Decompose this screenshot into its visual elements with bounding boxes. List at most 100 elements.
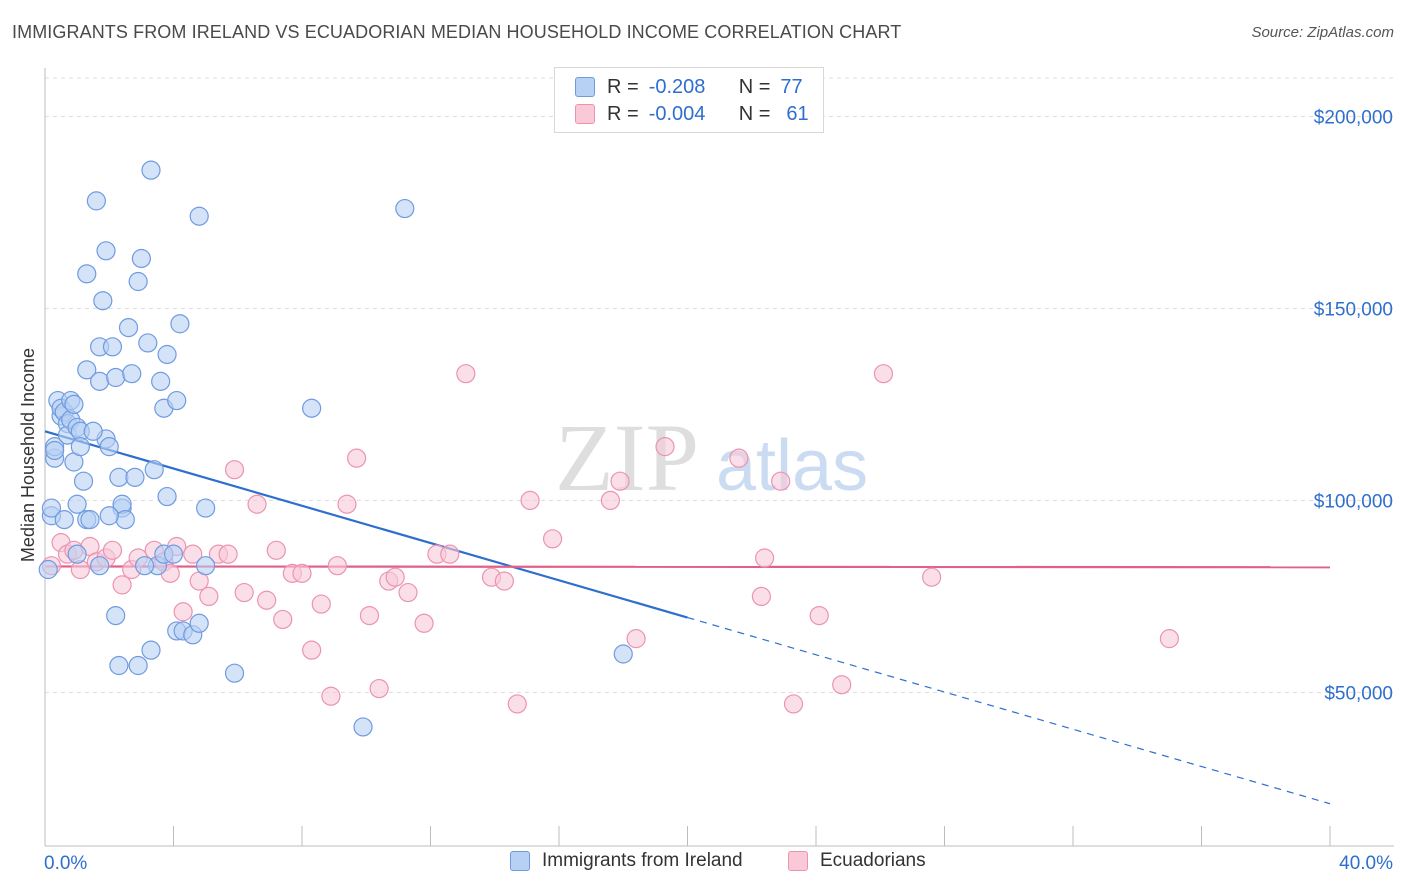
ecuadorian-point: [832, 675, 852, 695]
ecuadorian-point: [922, 567, 942, 587]
y-tick-label: $100,000: [1314, 491, 1393, 512]
bottom-legend-ecuadorians: Ecuadorians: [788, 850, 926, 872]
ireland-point: [93, 291, 113, 311]
ireland-point: [77, 360, 97, 380]
ireland-point: [67, 544, 87, 564]
ireland-point: [125, 467, 145, 487]
ireland-point: [138, 333, 158, 353]
ireland-point: [90, 556, 110, 576]
ecuadorian-point: [507, 694, 527, 714]
ecuadorian-point: [626, 629, 646, 649]
y-tick-label: $50,000: [1324, 683, 1393, 704]
ecuadorian-point: [302, 640, 322, 660]
ecuadorian-point: [102, 540, 123, 560]
y-tick-label: $150,000: [1314, 299, 1393, 320]
trend-line-ireland-extension: [687, 616, 1331, 805]
ecuadorian-point: [247, 494, 267, 514]
bottom-legend-label-ireland: Immigrants from Ireland: [542, 850, 743, 871]
legend-row-ecuadorians: R = -0.004 N = 61: [575, 101, 809, 127]
ireland-point: [70, 437, 90, 457]
legend-n-value: 77: [780, 75, 803, 98]
legend-row-ireland: R = -0.208 N = 77: [575, 74, 803, 100]
ireland-point: [106, 605, 126, 626]
ireland-point: [189, 206, 209, 226]
ecuadorian-point: [266, 540, 286, 560]
ecuadorian-point: [751, 586, 771, 607]
ecuadorian-point: [729, 448, 749, 468]
ireland-point: [83, 421, 103, 441]
watermark-zip: ZIP: [555, 404, 699, 511]
ecuadorian-point: [655, 437, 675, 457]
ecuadorian-point: [183, 544, 203, 564]
ecuadorian-point: [1159, 629, 1179, 649]
ecuadorian-point: [218, 544, 238, 564]
ireland-point: [196, 498, 216, 518]
ireland-point: [73, 471, 94, 491]
ireland-point: [141, 640, 161, 660]
ireland-point: [131, 248, 151, 269]
label-layer: $50,000 $100,000 $150,000 $200,000 0.0% 40.0%: [44, 107, 1393, 874]
ireland-point: [102, 337, 123, 357]
ireland-point: [128, 655, 148, 676]
ecuadorian-point: [494, 571, 514, 591]
ecuadorian-point: [321, 686, 341, 706]
ireland-point: [118, 318, 139, 338]
legend-r-value: -0.004: [648, 102, 706, 125]
ireland-point: [122, 364, 142, 384]
ireland-point: [109, 467, 129, 487]
ecuadorian-point: [112, 575, 132, 595]
ecuadorian-point: [542, 529, 563, 549]
ireland-point: [128, 271, 148, 292]
ireland-point: [109, 655, 129, 676]
ecuadorian-point: [398, 582, 418, 603]
points-layer: [38, 160, 1179, 737]
ecuadorian-point: [273, 609, 293, 630]
ireland-point: [38, 559, 58, 580]
legend-r-label: R =: [607, 102, 639, 125]
ecuadorian-point: [199, 586, 219, 607]
trend-line-ecuadorians: [44, 565, 1331, 569]
ireland-point: [302, 398, 322, 418]
legend-r-value: -0.208: [648, 75, 706, 98]
ireland-point: [80, 509, 100, 530]
ireland-point: [353, 717, 373, 737]
ireland-point: [157, 344, 177, 365]
ireland-point: [224, 663, 245, 683]
ecuadorian-point: [173, 602, 193, 622]
bottom-legend-swatch-ireland: [510, 851, 530, 871]
ireland-point: [189, 613, 209, 633]
legend-swatch-ecuadorians: [575, 104, 595, 124]
ecuadorian-point: [337, 494, 357, 514]
ireland-point: [613, 644, 633, 664]
ecuadorian-point: [520, 490, 540, 510]
legend-n-label: N =: [738, 102, 771, 125]
ecuadorian-point: [783, 694, 804, 714]
ireland-point: [395, 198, 415, 219]
ecuadorian-point: [347, 448, 367, 468]
ireland-point: [41, 498, 62, 518]
ecuadorian-point: [385, 567, 405, 587]
ecuadorian-point: [771, 471, 791, 491]
y-axis-label: Median Household Income: [18, 348, 38, 562]
ireland-point: [134, 556, 155, 576]
bottom-legend-swatch-ecuadorians: [788, 851, 808, 871]
ireland-point: [99, 437, 119, 457]
legend-n-value: 61: [786, 102, 809, 125]
ecuadorian-point: [600, 490, 621, 510]
source-label: Source: ZipAtlas.com: [1251, 24, 1394, 41]
bottom-legend-label-ecuadorians: Ecuadorians: [820, 850, 926, 871]
ireland-point: [77, 264, 97, 284]
ireland-point: [144, 460, 164, 480]
ireland-point: [99, 506, 119, 526]
ireland-point: [90, 371, 110, 391]
ireland-point: [163, 544, 184, 564]
ireland-point: [96, 241, 116, 261]
ecuadorian-point: [359, 605, 380, 626]
bottom-legend-ireland: Immigrants from Ireland: [510, 850, 743, 872]
ecuadorian-point: [224, 460, 245, 480]
ireland-point: [64, 394, 84, 414]
x-tick-label: 40.0%: [1339, 853, 1393, 874]
ireland-point: [45, 440, 65, 461]
ireland-point: [141, 160, 161, 180]
